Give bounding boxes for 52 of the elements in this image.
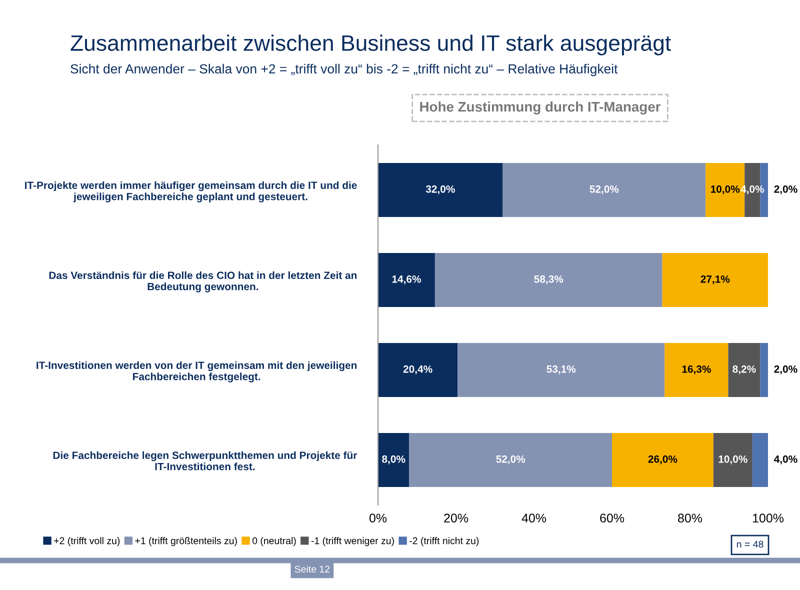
text: Hohe Zustimmung durch IT-Manager <box>420 101 661 115</box>
bar <box>752 433 768 487</box>
bar <box>378 163 503 217</box>
text: n = 48 <box>736 540 764 548</box>
legend-label: +1 (trifft größtenteils zu) <box>135 537 237 546</box>
data-label: 2,0% <box>774 185 798 194</box>
x-tick-label: 0% <box>369 514 387 523</box>
x-tick-label: 100% <box>752 514 784 523</box>
bar <box>662 253 768 307</box>
y-tick-label: IT-Projekte werden immer häufiger gemeinsam durch die IT und die jeweiligen Fachbereiche geplant und gesteuert. <box>25 181 357 202</box>
data-label: 26,0% <box>648 455 678 464</box>
data-label: 27,1% <box>700 275 730 284</box>
bar <box>378 253 435 307</box>
y-tick-label: Die Fachbereiche legen Schwerpunktthemen und Projekte für IT-Investitionen fest. <box>53 451 358 470</box>
data-label: 10,0% <box>710 185 740 194</box>
data-label: 4,0% <box>774 455 798 464</box>
y-tick-label: IT-Investitionen werden von der IT gemeinsam mit den jeweiligen Fachbereichen festgelegt. <box>36 361 357 382</box>
legend-label: -2 (trifft nicht zu) <box>410 537 479 546</box>
bar <box>728 343 760 397</box>
x-tick-label: 40% <box>522 514 546 523</box>
legend-label: +2 (trifft voll zu) <box>54 537 120 546</box>
chart-title: Zusammenarbeit zwischen Business und IT stark ausgeprägt <box>70 34 671 56</box>
data-label: 52,0% <box>496 455 526 464</box>
bar <box>458 343 665 397</box>
x-tick-label: 20% <box>444 514 468 523</box>
legend-label: 0 (neutral) <box>252 537 296 546</box>
bar <box>612 433 714 487</box>
data-label: 52,0% <box>590 185 619 194</box>
data-label: 2,0% <box>774 365 798 374</box>
data-label: 58,3% <box>534 275 564 284</box>
bar <box>409 433 612 487</box>
x-tick-label: 80% <box>678 514 702 523</box>
bar <box>502 163 706 217</box>
bar <box>434 253 662 307</box>
data-label: 32,0% <box>426 185 455 194</box>
chart-subtitle: Sicht der Anwender – Skala von +2 = „trifft voll zu“ bis -2 = „trifft nicht zu“ – Relative Häufigkeit <box>70 64 618 76</box>
data-label: 8,2% <box>732 365 756 374</box>
legend-label: -1 (trifft weniger zu) <box>311 537 394 546</box>
data-label: 20,4% <box>403 365 432 374</box>
data-label: 16,3% <box>682 365 711 374</box>
bar <box>378 433 410 487</box>
data-label: 8,0% <box>382 455 406 464</box>
bar <box>378 343 458 397</box>
y-tick-label: Das Verständnis für die Rolle des CIO hat in der letzten Zeit an Bedeutung gewonnen. <box>49 271 357 292</box>
bar <box>760 343 768 397</box>
text: Seite 12 <box>294 565 330 573</box>
x-tick-label: 60% <box>600 514 624 523</box>
data-label: 10,0% <box>718 455 748 464</box>
bar <box>664 343 728 397</box>
data-label: 14,6% <box>392 275 421 284</box>
data-label: 53,1% <box>546 365 576 374</box>
bar <box>713 433 752 487</box>
